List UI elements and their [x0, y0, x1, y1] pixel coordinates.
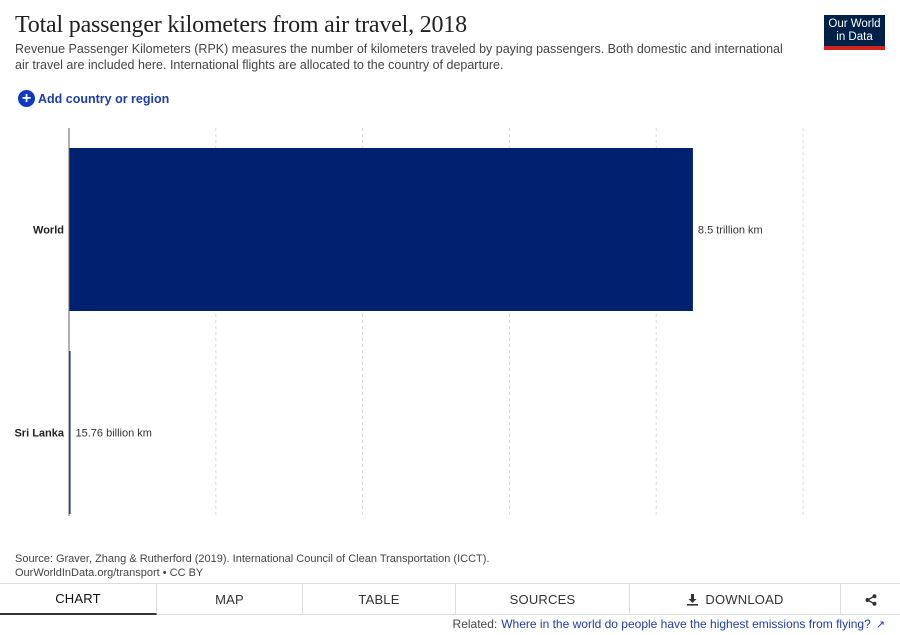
- chart-title: Total passenger kilometers from air trav…: [15, 12, 467, 38]
- tab-table[interactable]: TABLE: [303, 584, 456, 615]
- category-label: Sri Lanka: [14, 428, 64, 440]
- license-line: OurWorldInData.org/transport • CC BY: [15, 567, 204, 579]
- external-link-icon: ↗: [875, 618, 885, 631]
- tab-chart[interactable]: CHART: [0, 584, 157, 615]
- tab-chart-label: CHART: [55, 591, 101, 606]
- related-prefix: Related:: [452, 617, 498, 631]
- tab-table-label: TABLE: [358, 592, 400, 607]
- owid-logo[interactable]: Our World in Data: [824, 15, 885, 50]
- share-button[interactable]: [841, 584, 900, 615]
- tab-sources-label: SOURCES: [509, 592, 576, 607]
- tab-map[interactable]: MAP: [157, 584, 303, 615]
- labels: World 8.5 trillion km Sri Lanka 15.76 billi…: [14, 225, 762, 440]
- bars: [69, 148, 693, 514]
- gridlines: [215, 128, 804, 516]
- chart-subtitle: Revenue Passenger Kilometers (RPK) measu…: [15, 42, 783, 72]
- add-country-label: Add country or region: [38, 91, 170, 106]
- bar-world[interactable]: [69, 148, 693, 311]
- tab-download[interactable]: DOWNLOAD: [630, 584, 841, 615]
- related-link-row: Related: Where in the world do people ha…: [453, 617, 885, 631]
- tab-download-label: DOWNLOAD: [705, 592, 784, 607]
- category-label: World: [33, 225, 64, 237]
- share-icon: [865, 593, 876, 606]
- tab-sources[interactable]: SOURCES: [456, 584, 630, 615]
- logo-line-1: Our World: [828, 18, 881, 30]
- related-article-link[interactable]: Where in the world do people have the hi…: [501, 617, 871, 631]
- source-line: Source: Graver, Zhang & Rutherford (2019…: [15, 553, 490, 565]
- source-note: Source: Graver, Zhang & Rutherford (2019…: [15, 552, 489, 580]
- add-country-button[interactable]: + Add country or region: [18, 90, 169, 107]
- tab-map-label: MAP: [215, 592, 244, 607]
- logo-line-2: in Data: [836, 31, 873, 43]
- plus-circle-icon: +: [18, 90, 35, 107]
- tab-bar: CHART MAP TABLE SOURCES DOWNLOAD: [0, 583, 900, 615]
- bar-chart: World 8.5 trillion km Sri Lanka 15.76 billi…: [14, 128, 804, 516]
- download-icon: [687, 594, 699, 606]
- value-label: 15.76 billion km: [76, 428, 152, 440]
- bar-sri-lanka[interactable]: [69, 351, 71, 514]
- value-label: 8.5 trillion km: [698, 225, 763, 237]
